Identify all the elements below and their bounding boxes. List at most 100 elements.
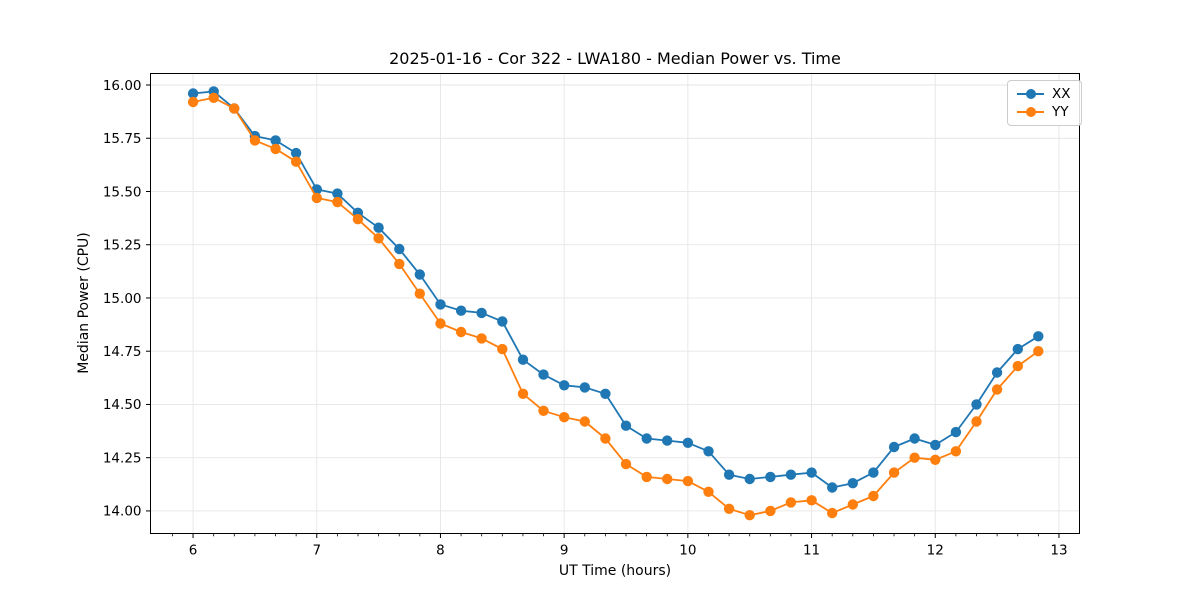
data-point — [930, 439, 941, 451]
data-point — [394, 258, 405, 270]
data-point — [290, 156, 302, 167]
data-point — [1033, 346, 1044, 357]
data-point — [868, 467, 879, 478]
data-point — [311, 192, 322, 204]
y-tick-label: 14.00 — [103, 504, 142, 520]
data-point — [703, 486, 714, 497]
data-point — [600, 388, 611, 399]
data-point — [414, 269, 425, 280]
y-tick-label: 14.25 — [103, 450, 142, 466]
data-point — [373, 222, 384, 233]
legend-entry-yy: YY — [1017, 105, 1071, 119]
data-point — [187, 96, 199, 108]
data-point — [332, 188, 343, 199]
x-tick-label: 13 — [1050, 543, 1067, 559]
data-point — [744, 510, 755, 521]
legend-label: YY — [1052, 104, 1069, 120]
y-tick-label: 15.75 — [103, 131, 142, 147]
data-point — [270, 143, 281, 155]
data-point — [909, 433, 920, 444]
data-point — [373, 233, 384, 244]
data-point — [538, 369, 549, 380]
data-point — [620, 458, 632, 470]
y-tick-label: 15.00 — [103, 291, 142, 307]
x-tick-label: 8 — [436, 543, 445, 559]
series-line — [192, 96, 1040, 517]
data-point — [517, 354, 529, 365]
chart-title: 2025-01-16 - Cor 322 - LWA180 - Median P… — [389, 49, 841, 68]
data-point — [559, 380, 570, 391]
series-line — [192, 90, 1040, 489]
data-point — [476, 307, 487, 319]
series-markers — [187, 86, 1044, 493]
series-xx — [187, 86, 1044, 493]
legend-marker-icon — [1017, 106, 1044, 118]
data-point — [208, 92, 219, 104]
data-point — [991, 367, 1003, 378]
data-point — [682, 437, 694, 448]
data-point — [847, 478, 858, 489]
data-point — [435, 299, 446, 310]
y-tick-label: 16.00 — [103, 78, 142, 94]
series-markers — [187, 92, 1044, 521]
data-point — [1012, 343, 1023, 355]
data-point — [476, 333, 487, 344]
data-point — [270, 135, 281, 146]
data-point — [785, 469, 797, 480]
data-point — [662, 435, 673, 446]
data-point — [662, 473, 673, 485]
data-point — [455, 326, 467, 338]
data-point — [600, 433, 611, 444]
data-point — [827, 507, 838, 519]
data-point — [765, 505, 776, 517]
data-point — [332, 196, 343, 208]
data-point — [497, 343, 508, 355]
data-point — [249, 135, 261, 146]
data-point — [497, 316, 508, 327]
data-point — [579, 416, 590, 427]
ticks — [146, 84, 1060, 538]
legend-label: XX — [1052, 86, 1071, 102]
data-point — [868, 490, 879, 502]
data-point — [950, 446, 962, 457]
data-point — [806, 467, 817, 478]
x-tick-label: 7 — [312, 543, 321, 559]
data-point — [930, 454, 941, 465]
data-point — [765, 471, 776, 483]
legend-marker-icon — [1017, 88, 1044, 100]
data-point — [641, 471, 652, 483]
data-point — [888, 441, 900, 453]
y-tick-label: 15.50 — [103, 184, 142, 200]
data-point — [290, 147, 302, 159]
data-point — [991, 384, 1003, 395]
data-point — [847, 499, 858, 510]
data-point — [414, 288, 425, 299]
data-point — [744, 473, 755, 485]
data-point — [455, 305, 467, 316]
x-tick-label: 11 — [803, 543, 820, 559]
legend: XX YY — [1007, 80, 1082, 126]
data-point — [682, 475, 694, 487]
data-point — [1033, 331, 1044, 342]
data-point — [435, 318, 446, 329]
y-tick-label: 14.50 — [103, 397, 142, 413]
x-tick-label: 6 — [189, 543, 198, 559]
data-point — [971, 399, 982, 410]
data-point — [723, 503, 735, 514]
x-tick-label: 10 — [679, 543, 696, 559]
data-point — [971, 416, 982, 427]
data-point — [620, 420, 632, 431]
data-point — [703, 446, 714, 457]
y-tick-label: 14.75 — [103, 344, 142, 360]
data-point — [517, 388, 529, 399]
data-point — [888, 467, 900, 478]
y-tick-label: 15.25 — [103, 238, 142, 254]
data-point — [579, 382, 590, 393]
data-point — [352, 214, 364, 225]
data-point — [806, 495, 817, 506]
data-point — [723, 469, 735, 480]
data-point — [827, 482, 838, 493]
x-tick-label: 12 — [927, 543, 944, 559]
